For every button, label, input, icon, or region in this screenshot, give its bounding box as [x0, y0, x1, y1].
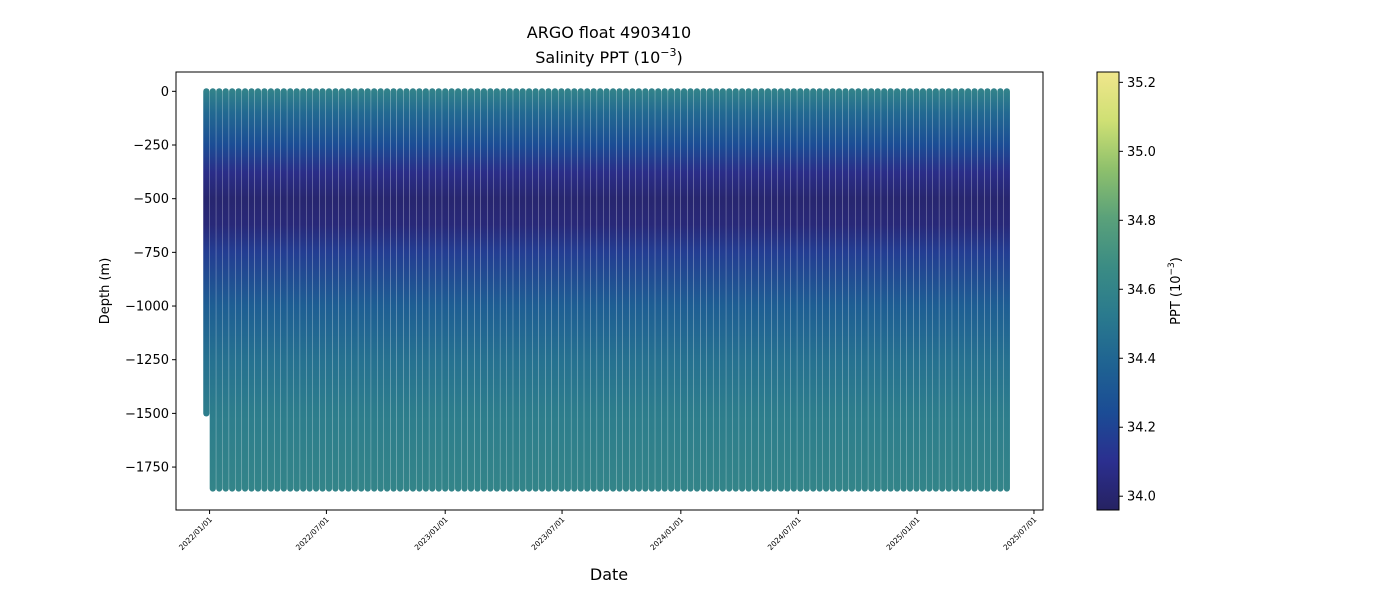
x-tick-label: 2024/07/01: [766, 515, 803, 552]
colorbar-ticks: 34.0 34.2 34.4 34.6 34.8 35.0 35.2: [1119, 76, 1156, 505]
colorbar-tick-label: 34.0: [1127, 490, 1156, 505]
colorbar-tick-label: 34.8: [1127, 214, 1156, 229]
plot-frame: [175, 71, 1044, 511]
chart-subtitle: Salinity PPT (10−3): [535, 46, 683, 67]
chart-title: ARGO float 4903410: [527, 23, 691, 42]
x-tick-label: 2024/01/01: [648, 515, 685, 552]
colorbar-label: PPT (10−3): [1167, 257, 1184, 325]
y-tick-label: −1250: [125, 353, 169, 368]
colorbar-tick-label: 34.4: [1127, 352, 1156, 367]
y-tick-label: −1750: [125, 461, 169, 476]
y-axis: 0 −250 −500 −750 −1000 −1250 −1500 −1750: [125, 85, 176, 476]
x-tick-label: 2023/01/01: [413, 515, 450, 552]
x-tick-label: 2022/07/01: [294, 515, 331, 552]
colorbar-tick-label: 35.0: [1127, 145, 1156, 160]
x-axis-label: Date: [590, 565, 628, 584]
colorbar-tick-label: 35.2: [1127, 76, 1156, 91]
x-tick-label: 2022/01/01: [177, 515, 214, 552]
colorbar: [1096, 71, 1120, 511]
x-tick-label: 2025/07/01: [1001, 515, 1038, 552]
y-tick-label: −1000: [125, 300, 169, 315]
x-tick-label: 2023/07/01: [530, 515, 567, 552]
y-axis-label: Depth (m): [98, 258, 113, 325]
y-tick-label: −500: [133, 192, 169, 207]
colorbar-tick-label: 34.2: [1127, 421, 1156, 436]
y-tick-label: −250: [133, 139, 169, 154]
plot-area: [203, 88, 1010, 492]
y-tick-label: −750: [133, 246, 169, 261]
colorbar-tick-label: 34.6: [1127, 283, 1156, 298]
y-tick-label: −1500: [125, 407, 169, 422]
y-tick-label: 0: [161, 85, 169, 100]
x-axis: 2022/01/01 2022/07/01 2023/01/01 2023/07/01…: [177, 510, 1039, 552]
x-tick-label: 2025/01/01: [885, 515, 922, 552]
